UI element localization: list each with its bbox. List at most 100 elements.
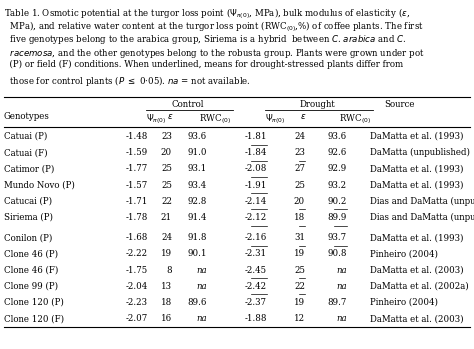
Text: na: na [196,314,207,323]
Text: -2.37: -2.37 [245,298,267,307]
Text: 93.1: 93.1 [188,164,207,173]
Text: Clone 46 (P): Clone 46 (P) [4,250,58,258]
Text: $\varepsilon$: $\varepsilon$ [167,112,173,121]
Text: -1.68: -1.68 [126,233,148,242]
Text: DaMatta (unpublished): DaMatta (unpublished) [370,148,470,157]
Text: 25: 25 [161,180,172,190]
Text: $\varepsilon$: $\varepsilon$ [300,112,306,121]
Text: those for control plants ($P$ $\leq$ 0$\cdot$05). $na$ = not available.: those for control plants ($P$ $\leq$ 0$\… [4,74,251,88]
Text: (P) or field (F) conditions. When underlined, means for drought-stressed plants : (P) or field (F) conditions. When underl… [4,60,403,69]
Text: Siriema (P): Siriema (P) [4,213,53,222]
Text: 22: 22 [294,282,305,291]
Text: 90.8: 90.8 [328,250,347,258]
Text: 25: 25 [161,164,172,173]
Text: Conilon (P): Conilon (P) [4,233,52,242]
Text: 23: 23 [161,132,172,141]
Text: 93.7: 93.7 [328,233,347,242]
Text: Drought: Drought [299,100,335,109]
Text: -2.23: -2.23 [126,298,148,307]
Text: -2.07: -2.07 [126,314,148,323]
Text: -2.16: -2.16 [245,233,267,242]
Text: na: na [337,314,347,323]
Text: $racemosa$, and the other genotypes belong to the robusta group. Plants were gro: $racemosa$, and the other genotypes belo… [4,46,425,59]
Text: -1.57: -1.57 [126,180,148,190]
Text: -1.59: -1.59 [126,148,148,157]
Text: MPa), and relative water content at the turgor loss point (RWC$_{(0)}$,%) of cof: MPa), and relative water content at the … [4,20,424,34]
Text: -1.91: -1.91 [245,180,267,190]
Text: Catuai (F): Catuai (F) [4,148,47,157]
Text: 19: 19 [161,250,172,258]
Text: Genotypes: Genotypes [4,112,50,121]
Text: 25: 25 [294,180,305,190]
Text: DaMatta et al. (1993): DaMatta et al. (1993) [370,132,464,141]
Text: DaMatta et al. (1993): DaMatta et al. (1993) [370,233,464,242]
Text: na: na [337,282,347,291]
Text: DaMatta et al. (2003): DaMatta et al. (2003) [370,314,464,323]
Text: Clone 120 (F): Clone 120 (F) [4,314,64,323]
Text: RWC$_{(0)}$: RWC$_{(0)}$ [199,112,231,126]
Text: 89.6: 89.6 [188,298,207,307]
Text: 93.6: 93.6 [328,132,347,141]
Text: -2.45: -2.45 [245,266,267,275]
Text: Dias and DaMatta (unpublished): Dias and DaMatta (unpublished) [370,213,474,222]
Text: 16: 16 [161,314,172,323]
Text: -2.31: -2.31 [245,250,267,258]
Text: 25: 25 [294,266,305,275]
Text: Pinheiro (2004): Pinheiro (2004) [370,250,438,258]
Text: Catimor (P): Catimor (P) [4,164,55,173]
Text: -1.75: -1.75 [126,266,148,275]
Text: -2.08: -2.08 [245,164,267,173]
Text: 89.7: 89.7 [328,298,347,307]
Text: 92.6: 92.6 [328,148,347,157]
Text: -2.42: -2.42 [245,282,267,291]
Text: -1.48: -1.48 [126,132,148,141]
Text: 92.9: 92.9 [328,164,347,173]
Text: DaMatta et al. (2002a): DaMatta et al. (2002a) [370,282,469,291]
Text: 19: 19 [294,298,305,307]
Text: -2.12: -2.12 [245,213,267,222]
Text: 93.6: 93.6 [188,132,207,141]
Text: 93.4: 93.4 [188,180,207,190]
Text: 22: 22 [161,197,172,206]
Text: 91.4: 91.4 [188,213,207,222]
Text: 19: 19 [294,250,305,258]
Text: -2.22: -2.22 [126,250,148,258]
Text: RWC$_{(0)}$: RWC$_{(0)}$ [339,112,371,126]
Text: five genotypes belong to the arabica group, Siriema is a hybrid  between $C$. $a: five genotypes belong to the arabica gro… [4,33,407,46]
Text: 13: 13 [161,282,172,291]
Text: -1.84: -1.84 [245,148,267,157]
Text: DaMatta et al. (2003): DaMatta et al. (2003) [370,266,464,275]
Text: -2.04: -2.04 [126,282,148,291]
Text: Clone 46 (F): Clone 46 (F) [4,266,58,275]
Text: 27: 27 [294,164,305,173]
Text: Mundo Novo (P): Mundo Novo (P) [4,180,75,190]
Text: 18: 18 [294,213,305,222]
Text: 21: 21 [161,213,172,222]
Text: -2.14: -2.14 [245,197,267,206]
Text: Catuai (P): Catuai (P) [4,132,47,141]
Text: 89.9: 89.9 [328,213,347,222]
Text: 93.2: 93.2 [328,180,347,190]
Text: Catucai (P): Catucai (P) [4,197,52,206]
Text: $\Psi_{\pi(0)}$: $\Psi_{\pi(0)}$ [146,112,166,126]
Text: $\Psi_{\pi(0)}$: $\Psi_{\pi(0)}$ [265,112,285,126]
Text: 20: 20 [161,148,172,157]
Text: -1.81: -1.81 [245,132,267,141]
Text: 92.8: 92.8 [188,197,207,206]
Text: DaMatta et al. (1993): DaMatta et al. (1993) [370,164,464,173]
Text: DaMatta et al. (1993): DaMatta et al. (1993) [370,180,464,190]
Text: Table 1. Osmotic potential at the turgor loss point ($\Psi_{\pi(0)}$, MPa), bulk: Table 1. Osmotic potential at the turgor… [4,6,410,21]
Text: 12: 12 [294,314,305,323]
Text: -1.71: -1.71 [126,197,148,206]
Text: 24: 24 [161,233,172,242]
Text: 20: 20 [294,197,305,206]
Text: na: na [196,282,207,291]
Text: -1.77: -1.77 [126,164,148,173]
Text: 8: 8 [166,266,172,275]
Text: na: na [337,266,347,275]
Text: Pinheiro (2004): Pinheiro (2004) [370,298,438,307]
Text: na: na [196,266,207,275]
Text: 90.2: 90.2 [328,197,347,206]
Text: Clone 99 (P): Clone 99 (P) [4,282,58,291]
Text: 24: 24 [294,132,305,141]
